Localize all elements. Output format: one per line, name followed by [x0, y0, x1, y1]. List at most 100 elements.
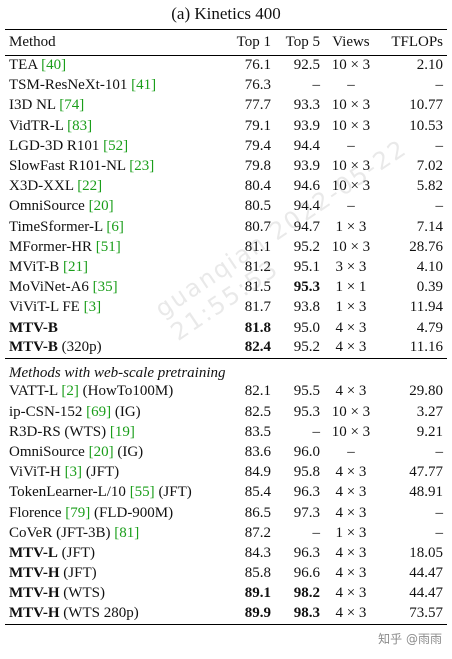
table-row: MViT-B [21] 81.2 95.1 3 × 3 4.10 [5, 257, 447, 277]
tflops-cell: 10.77 [409, 97, 443, 114]
top1-cell: 81.8 [244, 319, 271, 336]
method-cell: ViViT-L FE [3] [5, 298, 226, 318]
table-row: CoVeR (JFT-3B) [81] 87.2–1 × 3– [5, 523, 447, 543]
top5-cell: 95.5 [293, 383, 321, 400]
citation-link[interactable]: [81] [114, 524, 140, 541]
method-name: MTV-B [9, 319, 58, 336]
top5-cell: 94.6 [293, 178, 321, 195]
top1-cell: 80.7 [244, 218, 271, 235]
top5-cell: 98.2 [293, 585, 321, 602]
table-row: ViViT-H [3] (JFT) 84.9 95.8 4 × 3 47.77 [5, 463, 447, 483]
citation-link[interactable]: [20] [88, 198, 114, 215]
top1-cell: 86.5 [244, 504, 271, 521]
top1-cell: 81.5 [244, 279, 271, 296]
top5-cell: 95.3 [293, 403, 321, 420]
views-cell: 4 × 3 [335, 565, 367, 582]
method-cell: MTV-L (JFT) [5, 543, 226, 563]
method-cell: X3D-XXL [22] [5, 177, 226, 197]
table-row: ip-CSN-152 [69] (IG) 82.5 95.3 10 × 3 3.27 [5, 402, 447, 422]
top5-cell: 93.9 [293, 117, 321, 134]
citation-link[interactable]: [3] [83, 299, 102, 316]
method-cell: MTV-H (JFT) [5, 564, 226, 584]
tflops-cell: 3.27 [416, 403, 443, 420]
top5-cell: 94.4 [293, 198, 321, 215]
views-cell: 3 × 3 [335, 258, 367, 275]
tflops-cell: 4.79 [416, 319, 443, 336]
top5-cell: 95.0 [293, 319, 321, 336]
views-cell: 10 × 3 [331, 178, 371, 195]
top5-cell: 92.5 [274, 54, 325, 76]
tflops-cell: 2.10 [377, 54, 447, 76]
top5-cell: 97.3 [293, 504, 321, 521]
table-row: I3D NL [74] 77.7 93.3 10 × 3 10.77 [5, 96, 447, 116]
method-note: (FLD-900M) [93, 504, 174, 521]
table-row: ViViT-L FE [3] 81.7 93.8 1 × 3 11.94 [5, 298, 447, 318]
method-name: MTV-L [9, 544, 58, 561]
citation-link[interactable]: [23] [129, 158, 155, 175]
views-cell: 10 × 3 [324, 54, 378, 76]
tflops-cell: 9.21 [416, 423, 443, 440]
method-cell: I3D NL [74] [5, 96, 226, 116]
method-cell: TokenLearner-L/10 [55] (JFT) [5, 483, 226, 503]
tflops-cell: 7.02 [416, 158, 443, 175]
citation-link[interactable]: [2] [61, 383, 79, 400]
top5-cell: – [312, 524, 321, 541]
citation-link[interactable]: [55] [129, 484, 155, 501]
method-name: CoVeR (JFT-3B) [9, 524, 111, 541]
tflops-cell: – [435, 198, 444, 215]
citation-link[interactable]: [6] [106, 218, 124, 235]
top1-cell: 84.3 [244, 544, 271, 561]
top1-cell: 76.3 [244, 77, 271, 94]
citation-link[interactable]: [19] [109, 423, 135, 440]
table-row: Florence [79] (FLD-900M) 86.5 97.3 4 × 3 – [5, 503, 447, 523]
citation-link[interactable]: [20] [88, 443, 114, 460]
views-cell: – [347, 198, 355, 215]
table-body-web-pretraining: VATT-L [2] (HowTo100M) 82.1 95.5 4 × 3 29.80… [5, 382, 447, 625]
header-tflops: TFLOPs [391, 34, 443, 50]
citation-link[interactable]: [74] [59, 97, 85, 114]
citation-link[interactable]: [83] [67, 117, 93, 134]
method-name: OmniSource [9, 198, 85, 215]
top1-cell: 80.4 [244, 178, 271, 195]
method-cell: MTV-B [5, 318, 226, 338]
views-cell: 4 × 3 [335, 585, 367, 602]
method-name: TokenLearner-L/10 [9, 484, 126, 501]
tflops-cell: 48.91 [409, 484, 443, 501]
citation-link[interactable]: [51] [95, 238, 121, 255]
views-cell: 4 × 3 [335, 464, 367, 481]
citation-link[interactable]: [21] [62, 258, 88, 275]
method-cell: ip-CSN-152 [69] (IG) [5, 402, 226, 422]
top1-cell: 82.5 [244, 403, 271, 420]
tflops-cell: 47.77 [409, 464, 443, 481]
top1-cell: 85.8 [244, 565, 271, 582]
header-top5: Top 5 [285, 34, 321, 50]
top1-cell: 80.5 [244, 198, 271, 215]
top1-cell: 81.7 [244, 299, 271, 316]
views-cell: 10 × 3 [331, 423, 371, 440]
citation-link[interactable]: [69] [86, 403, 112, 420]
method-cell: ViViT-H [3] (JFT) [5, 463, 226, 483]
method-name: MTV-H [9, 605, 60, 622]
method-note: (WTS 280p) [63, 605, 139, 622]
table-row: TimeSformer-L [6] 80.7 94.7 1 × 3 7.14 [5, 217, 447, 237]
citation-link[interactable]: [22] [77, 178, 103, 195]
top5-cell: 96.3 [293, 484, 321, 501]
table-caption: (a) Kinetics 400 [171, 4, 281, 23]
citation-link[interactable]: [52] [103, 137, 129, 154]
table-row: MTV-B (320p) 82.4 95.2 4 × 3 11.16 [5, 338, 447, 358]
citation-link[interactable]: [3] [64, 464, 83, 481]
citation-link[interactable]: [40] [41, 57, 67, 74]
views-cell: 4 × 3 [335, 484, 367, 501]
table-row: X3D-XXL [22] 80.4 94.6 10 × 3 5.82 [5, 177, 447, 197]
method-name: Florence [9, 504, 62, 521]
views-cell: – [347, 77, 355, 94]
citation-link[interactable]: [35] [92, 279, 118, 296]
citation-link[interactable]: [41] [131, 77, 157, 94]
citation-link[interactable]: [79] [65, 504, 91, 521]
views-cell: 10 × 3 [331, 403, 371, 420]
views-cell: 4 × 3 [335, 504, 367, 521]
top5-cell: 93.8 [293, 299, 321, 316]
method-name: MViT-B [9, 258, 60, 275]
table-body-standard: TEA [40] 76.1 92.5 10 × 3 2.10 TSM-ResNeXt-10… [5, 54, 447, 359]
top5-cell: 95.8 [293, 464, 321, 481]
